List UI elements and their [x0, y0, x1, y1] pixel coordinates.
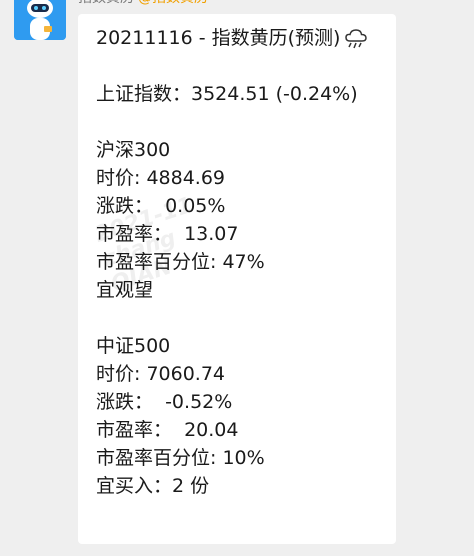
sender-name-line: 指数黄历 @指数黄历: [78, 0, 208, 8]
zz500-change: 涨跌： -0.52%: [96, 391, 233, 413]
message-text: 20211116 - 指数黄历(预测) 上证指数：3524.51 (-0.24%…: [96, 24, 396, 500]
hs300-name: 沪深300: [96, 139, 171, 161]
hs300-pe: 市盈率： 13.07: [96, 223, 239, 245]
hs300-change: 涨跌： 0.05%: [96, 195, 226, 217]
sh-index-line: 上证指数：3524.51 (-0.24%): [96, 83, 358, 105]
hs300-pe-percentile: 市盈率百分位: 47%: [96, 251, 265, 273]
hs300-price: 时价: 4884.69: [96, 167, 226, 189]
zz500-advice: 宜买入：2 份: [96, 475, 210, 497]
zz500-pe: 市盈率： 20.04: [96, 419, 239, 441]
sender-tag: @指数黄历: [138, 0, 208, 6]
zz500-name: 中证500: [96, 335, 171, 357]
cloud-rain-icon: [344, 28, 368, 50]
robot-avatar-icon[interactable]: [14, 0, 66, 40]
hs300-advice: 宜观望: [96, 279, 154, 301]
sender-name: 指数黄历: [78, 0, 134, 6]
zz500-price: 时价: 7060.74: [96, 363, 226, 385]
message-bubble[interactable]: 2021-11 zhang QIAN 16 20211116 - 指数黄历(预测…: [78, 14, 396, 544]
message-title: 20211116 - 指数黄历(预测): [96, 27, 341, 49]
zz500-pe-percentile: 市盈率百分位: 10%: [96, 447, 265, 469]
message-title-line: 20211116 - 指数黄历(预测): [96, 24, 396, 52]
